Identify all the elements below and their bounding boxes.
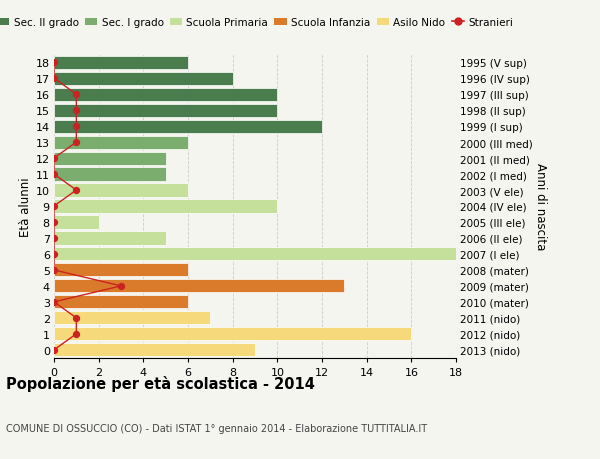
Bar <box>54 280 344 293</box>
Y-axis label: Età alunni: Età alunni <box>19 177 32 236</box>
Point <box>71 330 81 338</box>
Bar <box>54 216 98 229</box>
Point <box>71 187 81 194</box>
Bar <box>54 200 277 213</box>
Y-axis label: Anni di nascita: Anni di nascita <box>534 163 547 250</box>
Point <box>49 219 59 226</box>
Bar <box>54 104 277 118</box>
Point <box>49 267 59 274</box>
Point <box>49 155 59 162</box>
Point <box>49 347 59 354</box>
Point <box>71 139 81 146</box>
Bar <box>54 73 233 85</box>
Point <box>49 203 59 210</box>
Point <box>49 251 59 258</box>
Point <box>71 91 81 99</box>
Bar <box>54 184 188 197</box>
Bar <box>54 248 456 261</box>
Point <box>49 59 59 67</box>
Bar <box>54 264 188 277</box>
Bar <box>54 232 166 245</box>
Bar <box>54 56 188 70</box>
Point <box>49 171 59 179</box>
Point <box>71 107 81 115</box>
Point <box>71 314 81 322</box>
Bar <box>54 296 188 309</box>
Point <box>49 235 59 242</box>
Point <box>71 123 81 130</box>
Text: Popolazione per età scolastica - 2014: Popolazione per età scolastica - 2014 <box>6 375 315 391</box>
Bar <box>54 136 188 149</box>
Bar <box>54 120 322 134</box>
Bar <box>54 343 255 357</box>
Point <box>49 75 59 83</box>
Bar <box>54 89 277 101</box>
Bar <box>54 328 412 341</box>
Text: COMUNE DI OSSUCCIO (CO) - Dati ISTAT 1° gennaio 2014 - Elaborazione TUTTITALIA.I: COMUNE DI OSSUCCIO (CO) - Dati ISTAT 1° … <box>6 424 427 433</box>
Bar <box>54 168 166 181</box>
Point <box>116 283 126 290</box>
Point <box>49 298 59 306</box>
Bar <box>54 152 166 165</box>
Bar <box>54 312 211 325</box>
Legend: Sec. II grado, Sec. I grado, Scuola Primaria, Scuola Infanzia, Asilo Nido, Stran: Sec. II grado, Sec. I grado, Scuola Prim… <box>0 18 513 28</box>
